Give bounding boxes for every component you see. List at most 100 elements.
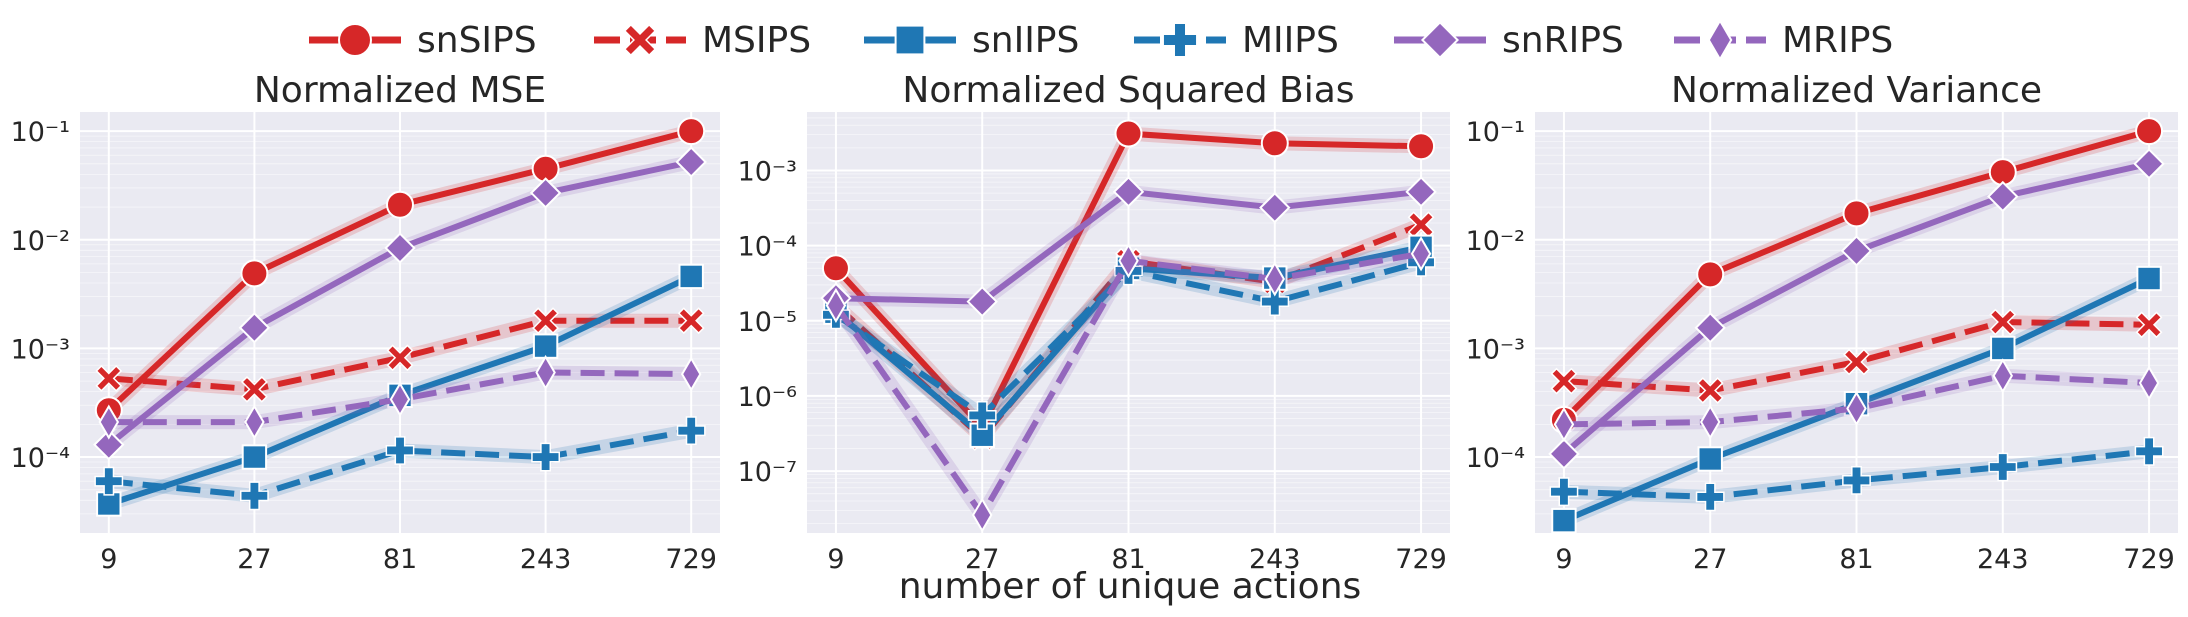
legend-marker-miips [1162,22,1198,58]
point-snrips-27 [966,285,998,318]
x-tick-label: 243 [520,544,572,575]
x-tick-label: 81 [1839,544,1873,575]
point-miips-243 [531,442,560,472]
legend-swatch-msips [594,23,686,57]
point-snsips-27 [240,259,269,288]
point-snrips-27 [1694,312,1726,344]
point-mrips-27 [1699,404,1721,440]
point-msips-243 [532,307,560,335]
point-mrips-81 [1118,243,1139,279]
point-mrips-729 [2138,365,2160,401]
series-mrips [98,354,702,440]
y-tick-label: 10⁻³ [1466,334,1525,365]
series-snrips [820,176,1437,318]
series-snsips [821,119,1436,442]
point-snrips-81 [1112,176,1145,208]
legend-label-snrips: snRIPS [1502,19,1624,61]
point-mrips-729 [1410,236,1432,272]
point-snrips-9 [93,428,125,461]
y-tick-label: 10⁻⁴ [1466,443,1525,474]
x-tick-label: 243 [1977,544,2029,575]
x-tick-label: 27 [1693,544,1727,575]
point-snrips-729 [2133,148,2165,180]
point-mrips-9 [1553,406,1575,442]
panel-title-normalized-squared-bias: Normalized Squared Bias [902,70,1355,111]
point-miips-243 [1260,287,1290,316]
point-mrips-9 [825,287,847,324]
series-snrips [1548,148,2165,470]
series-miips [94,416,706,511]
point-sniips-27 [1697,446,1723,472]
point-snsips-729 [2135,117,2164,146]
x-tick-label: 9 [1555,544,1572,575]
series-line-miips [108,427,692,499]
legend-marker-mrips [1707,18,1733,62]
point-miips-729 [676,416,706,446]
legend-marker-snsips [338,23,372,57]
point-snrips-729 [675,146,707,178]
point-msips-729 [1407,211,1435,239]
legend-marker-msips [623,23,657,57]
point-msips-243 [1989,308,2017,336]
legend-entry-snrips: snRIPS [1390,14,1624,66]
point-snrips-243 [529,177,562,209]
x-tick-label: 9 [827,544,844,575]
point-snsips-729 [1407,132,1436,161]
point-snrips-81 [384,232,416,264]
point-sniips-27 [241,444,268,470]
point-miips-27 [240,481,269,511]
point-snrips-9 [1548,438,1580,470]
legend-swatch-miips [1134,22,1226,58]
point-miips-27 [1695,482,1725,512]
point-mrips-243 [1992,358,2014,394]
y-tick-label: 10⁻⁴ [11,443,70,474]
legend-label-msips: MSIPS [702,19,812,61]
series-mrips [825,236,1432,533]
point-mrips-81 [389,381,411,417]
series-snsips [94,117,706,425]
legend-label-snsips: snSIPS [417,19,537,61]
legend-entry-snsips: snSIPS [305,14,537,66]
point-snsips-81 [1114,119,1143,148]
point-mrips-243 [1264,261,1286,297]
x-tick-label: 243 [1249,544,1301,575]
point-snsips-81 [386,190,414,219]
point-mrips-9 [98,404,120,440]
panel-normalized-mse: 10⁻⁴ 10⁻³ 10⁻² 10⁻¹ 9 27 81 243 729 [11,112,720,575]
x-tick-label: 729 [1395,544,1447,575]
point-sniips-9 [96,491,122,517]
y-tick-label: 10⁻² [1466,226,1525,257]
panel-title-normalized-variance: Normalized Variance [1670,70,2043,111]
point-snrips-81 [1840,235,1873,267]
point-snrips-243 [1259,191,1291,224]
point-sniips-243 [1990,335,2016,362]
point-miips-81 [1842,465,1871,495]
point-msips-9 [95,364,123,392]
point-sniips-9 [1551,507,1577,534]
point-msips-729 [677,307,705,335]
legend-entry-miips: MIIPS [1130,14,1339,66]
point-mrips-729 [680,356,702,392]
series-miips [1549,436,2164,512]
x-tick-label: 27 [965,544,999,575]
point-msips-9 [1550,367,1578,395]
x-tick-label: 81 [383,544,417,575]
y-tick-label: 10⁻¹ [11,117,70,148]
point-sniips-243 [532,333,559,359]
panel-title-normalized-mse: Normalized MSE [253,70,547,111]
y-tick-label: 10⁻⁴ [738,232,797,263]
y-tick-label: 10⁻² [11,226,70,257]
point-mrips-27 [971,497,993,533]
point-msips-27 [240,375,268,403]
series-snrips [93,146,707,461]
point-snrips-243 [1987,180,2019,213]
point-snsips-243 [1260,129,1289,158]
y-tick-label: 10⁻³ [738,156,797,187]
legend-label-mrips: MRIPS [1782,19,1894,61]
point-miips-9 [94,466,124,496]
point-mrips-81 [1846,390,1867,427]
series-mrips [1553,358,2160,442]
legend-marker-sniips [894,24,926,56]
legend-entry-sniips: snIIPS [860,14,1079,66]
